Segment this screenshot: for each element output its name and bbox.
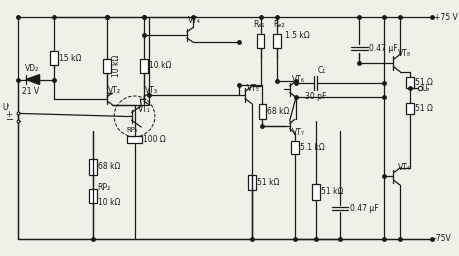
FancyBboxPatch shape (89, 189, 96, 203)
Text: 5.1 kΩ: 5.1 kΩ (299, 143, 324, 152)
Text: VD₂: VD₂ (24, 64, 39, 73)
Text: Uₒ: Uₒ (420, 84, 429, 93)
Text: VT₆: VT₆ (291, 75, 304, 84)
Text: 15 kΩ: 15 kΩ (59, 54, 81, 63)
Text: 30 pF: 30 pF (304, 92, 326, 101)
Text: -75V: -75V (433, 234, 451, 243)
Text: 51 Ω: 51 Ω (414, 78, 431, 87)
FancyBboxPatch shape (291, 141, 298, 154)
Text: RP₁: RP₁ (127, 127, 138, 133)
Text: +75 V: +75 V (433, 13, 457, 22)
Text: 51 kΩ: 51 kΩ (256, 178, 279, 187)
Text: Rₑ₁: Rₑ₁ (252, 20, 264, 29)
Text: VT₃: VT₃ (145, 86, 158, 95)
Text: VT₈: VT₈ (397, 49, 410, 58)
Text: 21 V: 21 V (22, 87, 39, 96)
Text: VT₅: VT₅ (246, 84, 259, 93)
FancyBboxPatch shape (103, 59, 111, 73)
Text: Uᴵ: Uᴵ (3, 103, 10, 112)
Text: 68 kΩ: 68 kΩ (267, 107, 289, 116)
Text: 0.47 μF: 0.47 μF (368, 44, 397, 53)
Text: 100 Ω: 100 Ω (143, 135, 166, 144)
FancyBboxPatch shape (127, 136, 142, 143)
Text: VT₄: VT₄ (397, 163, 410, 172)
Text: 10 kΩ: 10 kΩ (97, 198, 120, 207)
FancyBboxPatch shape (311, 184, 319, 200)
Text: RP₂: RP₂ (97, 183, 111, 192)
FancyBboxPatch shape (247, 175, 255, 190)
Text: 0.47 μF: 0.47 μF (349, 204, 378, 213)
Text: VT₁: VT₁ (138, 105, 151, 114)
Text: +: + (6, 110, 12, 119)
Text: −: − (6, 115, 14, 125)
Text: 51 Ω: 51 Ω (414, 104, 431, 113)
Text: 68 kΩ: 68 kΩ (97, 162, 120, 171)
FancyBboxPatch shape (50, 51, 58, 65)
FancyBboxPatch shape (405, 103, 413, 114)
FancyBboxPatch shape (89, 159, 96, 175)
Text: 10 kΩ: 10 kΩ (149, 61, 171, 70)
FancyBboxPatch shape (256, 34, 264, 48)
Text: VT₇: VT₇ (291, 128, 304, 137)
Text: 51 kΩ: 51 kΩ (320, 187, 342, 197)
Text: VT₄: VT₄ (187, 16, 200, 25)
FancyBboxPatch shape (405, 77, 413, 88)
Text: Rₑ₂: Rₑ₂ (273, 20, 284, 29)
Text: 1.5 kΩ: 1.5 kΩ (284, 31, 309, 40)
FancyBboxPatch shape (140, 59, 148, 73)
FancyBboxPatch shape (273, 34, 280, 48)
Polygon shape (26, 75, 39, 84)
Text: 10 kΩ: 10 kΩ (112, 55, 121, 77)
Text: VT₂: VT₂ (108, 86, 121, 95)
Text: C₁: C₁ (317, 66, 325, 75)
FancyBboxPatch shape (258, 104, 266, 119)
